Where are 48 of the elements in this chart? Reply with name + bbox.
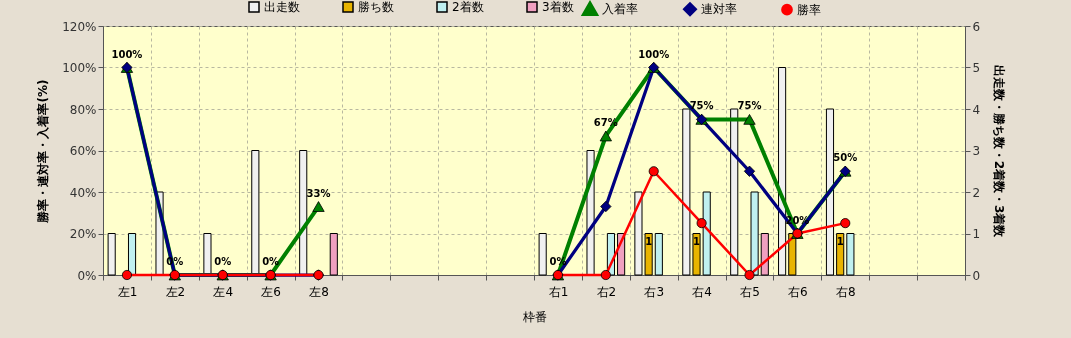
x-tick-label: 右4 <box>692 284 712 299</box>
x-tick-label: 左2 <box>165 284 186 299</box>
legend-label: 勝率 <box>797 2 821 17</box>
x-tick-label: 右6 <box>788 284 808 299</box>
y-axis-title: 勝率・連対率・入着率(%) <box>36 79 51 224</box>
legend-label: 勝ち数 <box>358 0 394 14</box>
x-tick-label: 右5 <box>740 284 760 299</box>
legend-label: 2着数 <box>452 0 484 14</box>
y2-tick-label: 6 <box>972 19 981 34</box>
data-label: 33% <box>306 187 331 199</box>
x-tick-label: 左4 <box>213 284 234 299</box>
x-tick-label: 左8 <box>309 284 329 299</box>
data-label: 1 <box>836 235 844 247</box>
legend-label: 連対率 <box>701 2 737 17</box>
y2-tick-label: 0 <box>972 268 981 283</box>
y2-axis-title: 出走数・勝ち数・2着数・3着数 <box>992 64 1007 239</box>
y2-tick-label: 5 <box>972 61 981 75</box>
legend-label: 3着数 <box>542 0 574 14</box>
data-label: 100% <box>111 48 143 60</box>
x-tick-label: 左6 <box>261 284 281 299</box>
y-tick-label: 20% <box>69 227 97 241</box>
x-tick-label: 右1 <box>548 284 569 299</box>
x-tick-label: 右2 <box>596 284 617 299</box>
data-label: 1 <box>645 235 653 247</box>
data-label: 0% <box>262 256 280 267</box>
x-tick-label: 左1 <box>117 284 138 299</box>
data-label: 75% <box>737 100 762 112</box>
y2-tick-label: 3 <box>972 144 981 158</box>
legend-label: 出走数 <box>264 0 300 14</box>
x-axis-title: 枠番 <box>521 309 547 324</box>
y2-tick-label: 4 <box>972 102 981 117</box>
data-label: 20% <box>785 214 810 226</box>
x-tick-label: 右8 <box>835 284 856 299</box>
y-tick-label: 80% <box>69 102 97 117</box>
y-tick-label: 0% <box>77 268 97 283</box>
x-tick-label: 右3 <box>644 284 665 299</box>
data-label: 75% <box>689 100 714 112</box>
y-tick-label: 100% <box>62 61 97 75</box>
data-label: 50% <box>833 152 858 164</box>
data-label: 100% <box>638 48 670 60</box>
y2-tick-label: 2 <box>972 185 981 200</box>
data-label: 1 <box>693 235 701 247</box>
y2-tick-label: 1 <box>972 227 981 241</box>
y-tick-label: 60% <box>69 144 97 158</box>
y-tick-label: 120% <box>62 19 97 34</box>
data-label: 0% <box>214 256 232 267</box>
legend-label: 入着率 <box>602 2 638 17</box>
y-tick-label: 40% <box>69 185 97 200</box>
